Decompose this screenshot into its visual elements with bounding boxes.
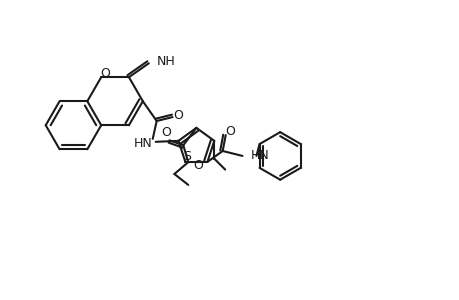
Text: S: S [183,150,191,164]
Text: O: O [161,126,171,139]
Text: O: O [173,109,183,122]
Text: O: O [193,159,202,172]
Text: NH: NH [157,55,175,68]
Text: HN: HN [133,137,152,150]
Text: O: O [225,125,235,138]
Text: HN: HN [250,149,269,162]
Text: O: O [100,67,110,80]
